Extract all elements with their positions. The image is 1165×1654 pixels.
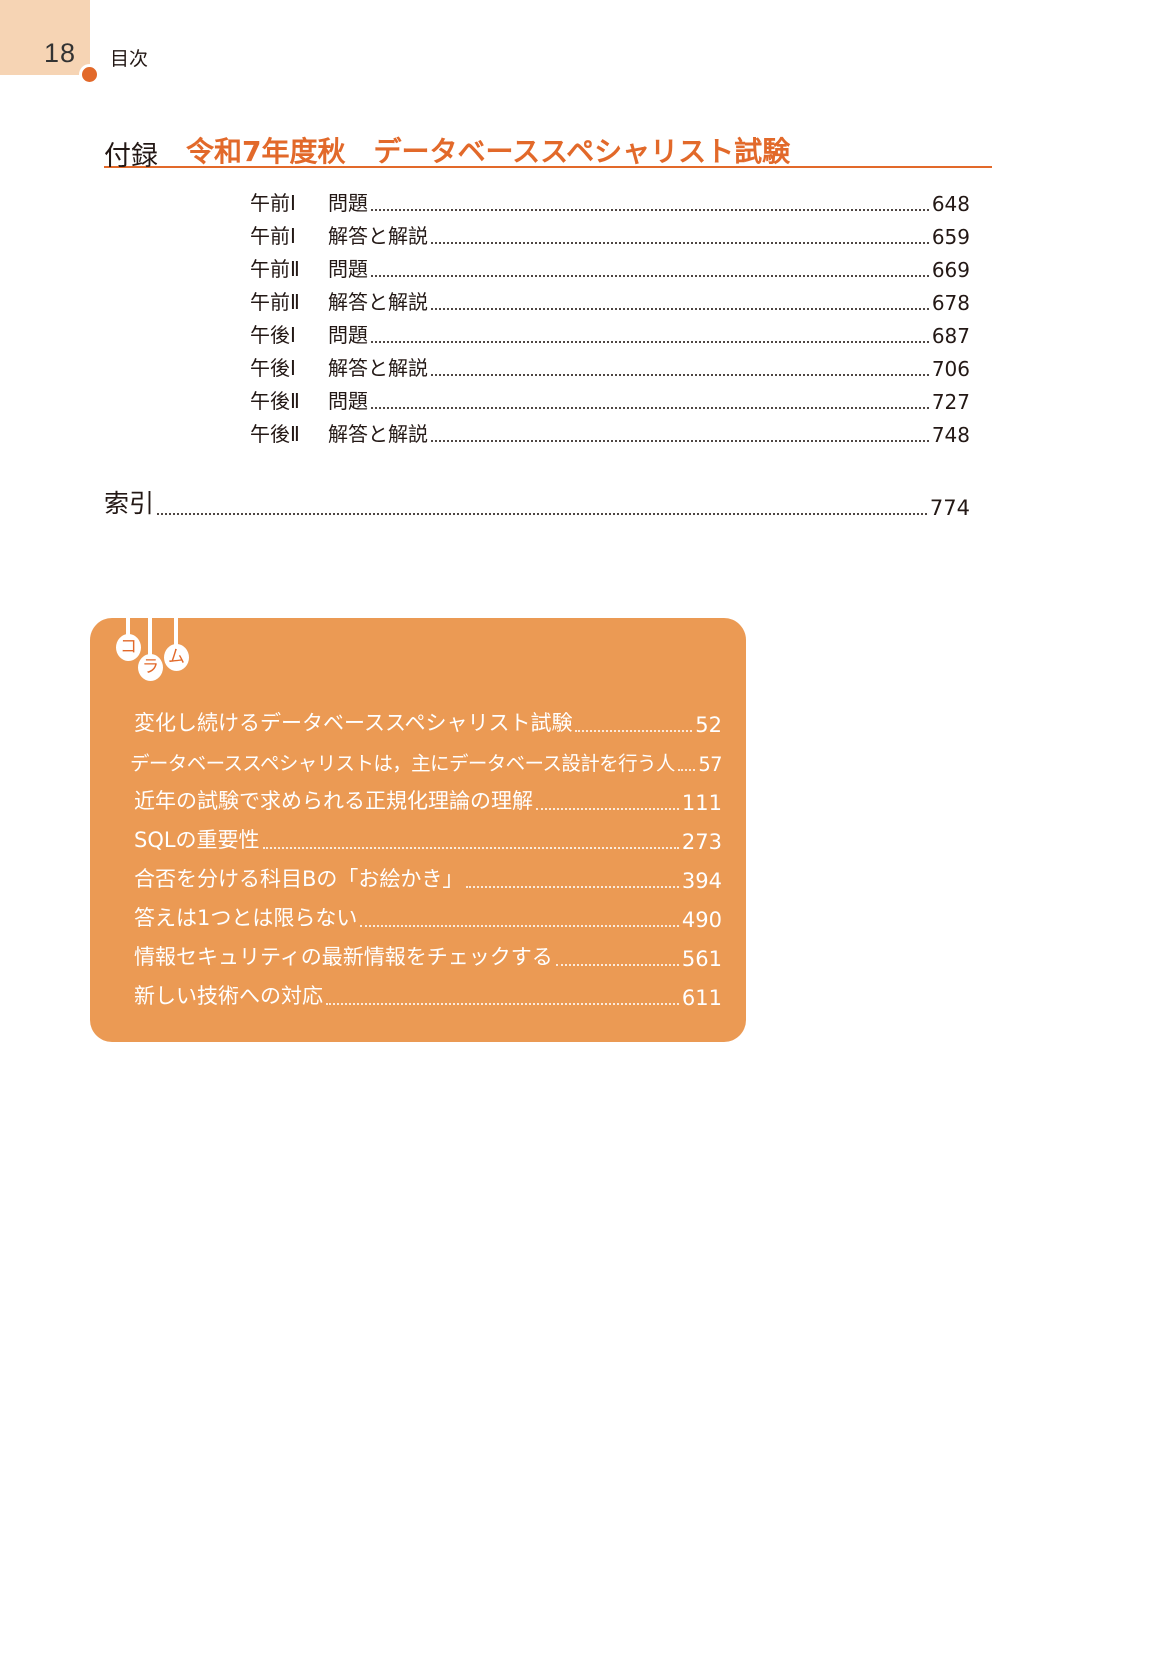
toc-entry[interactable]: 午後Ⅰ 解答と解説 706 xyxy=(250,355,970,381)
column-entry[interactable]: 変化し続けるデータベーススペシャリスト試験 52 xyxy=(134,709,722,737)
dot-leader xyxy=(431,242,929,244)
toc-page: 727 xyxy=(931,390,970,414)
column-title: 答えは1つとは限らない xyxy=(134,906,358,930)
column-title: 変化し続けるデータベーススペシャリスト試験 xyxy=(134,711,573,735)
toc-part: 午前Ⅱ xyxy=(250,290,300,314)
column-entry[interactable]: 合否を分ける科目Bの「お絵かき」 394 xyxy=(134,865,722,893)
toc-label: 問題 xyxy=(328,389,368,413)
index-label: 索引 xyxy=(104,489,155,518)
appendix-title: 令和7年度秋 データベーススペシャリスト試験 xyxy=(186,135,791,168)
toc-part: 午前Ⅰ xyxy=(250,224,296,248)
column-entry[interactable]: 答えは1つとは限らない 490 xyxy=(134,904,722,932)
column-page: 52 xyxy=(695,713,722,737)
toc-part: 午後Ⅰ xyxy=(250,323,296,347)
column-title: データベーススペシャリストは，主にデータベース設計を行う人 xyxy=(130,752,675,775)
dot-leader xyxy=(466,886,679,888)
toc-part: 午前Ⅰ xyxy=(250,191,296,215)
bullet-dot-icon xyxy=(82,67,97,82)
column-page: 561 xyxy=(681,947,722,971)
dot-leader xyxy=(371,407,929,409)
appendix-prefix: 付録 xyxy=(104,141,158,172)
column-entry[interactable]: 新しい技術への対応 611 xyxy=(134,982,722,1010)
dot-leader xyxy=(360,925,679,927)
section-label: 目次 xyxy=(110,48,149,70)
column-badge-char: コ xyxy=(116,634,141,661)
page-tab xyxy=(0,0,90,75)
column-entry[interactable]: 情報セキュリティの最新情報をチェックする 561 xyxy=(134,943,722,971)
string xyxy=(126,618,130,638)
index-entry[interactable]: 索引 774 xyxy=(104,488,970,520)
dot-leader xyxy=(555,964,679,966)
toc-label: 問題 xyxy=(328,323,368,347)
column-box: コ ラ ム 変化し続けるデータベーススペシャリスト試験 52 データベーススペシャリ… xyxy=(90,618,746,1042)
toc-label: 問題 xyxy=(328,191,368,215)
dot-leader xyxy=(326,1003,679,1005)
string xyxy=(174,618,178,646)
toc-entry[interactable]: 午前Ⅱ 解答と解説 678 xyxy=(250,289,970,315)
toc-part: 午後Ⅱ xyxy=(250,422,300,446)
toc-part: 午前Ⅱ xyxy=(250,257,300,281)
column-page: 57 xyxy=(698,753,722,776)
column-title: SQLの重要性 xyxy=(134,828,260,852)
toc-entry[interactable]: 午後Ⅰ 問題 687 xyxy=(250,322,970,348)
dot-leader xyxy=(536,808,679,810)
dot-leader xyxy=(431,308,929,310)
dot-leader xyxy=(262,847,679,849)
string xyxy=(148,618,152,656)
column-page: 611 xyxy=(681,986,722,1010)
toc-page: 669 xyxy=(931,258,970,282)
page-number: 18 xyxy=(44,38,77,68)
toc-entry[interactable]: 午前Ⅱ 問題 669 xyxy=(250,256,970,282)
column-page: 490 xyxy=(681,908,722,932)
dot-leader xyxy=(371,341,929,343)
dot-leader xyxy=(677,769,696,771)
toc-entry[interactable]: 午前Ⅰ 解答と解説 659 xyxy=(250,223,970,249)
column-title: 新しい技術への対応 xyxy=(134,984,323,1008)
column-badge-char: ム xyxy=(164,644,189,671)
dot-leader xyxy=(431,440,929,442)
column-entry[interactable]: SQLの重要性 273 xyxy=(134,826,722,854)
column-entry[interactable]: 近年の試験で求められる正規化理論の理解 111 xyxy=(134,787,722,815)
toc-page: 678 xyxy=(931,291,970,315)
column-page: 273 xyxy=(681,830,722,854)
appendix-heading: 付録 令和7年度秋 データベーススペシャリスト試験 xyxy=(104,130,992,172)
toc-page: 706 xyxy=(931,357,970,381)
column-title: 情報セキュリティの最新情報をチェックする xyxy=(134,945,553,969)
column-entry[interactable]: データベーススペシャリストは，主にデータベース設計を行う人 57 xyxy=(130,748,723,776)
toc-label: 解答と解説 xyxy=(328,290,428,314)
toc-page: 659 xyxy=(931,225,970,249)
dot-leader xyxy=(575,730,693,732)
column-page: 394 xyxy=(681,869,722,893)
dot-leader xyxy=(371,209,929,211)
dot-leader xyxy=(431,374,929,376)
toc-part: 午後Ⅰ xyxy=(250,356,296,380)
column-page: 111 xyxy=(681,791,722,815)
toc-label: 解答と解説 xyxy=(328,356,428,380)
dot-leader xyxy=(371,275,929,277)
toc-label: 解答と解説 xyxy=(328,224,428,248)
toc-page: 687 xyxy=(931,324,970,348)
toc-label: 問題 xyxy=(328,257,368,281)
index-page: 774 xyxy=(929,496,970,520)
column-badge-char: ラ xyxy=(138,654,163,681)
toc-entry[interactable]: 午後Ⅱ 問題 727 xyxy=(250,388,970,414)
dot-leader xyxy=(157,513,927,515)
column-title: 近年の試験で求められる正規化理論の理解 xyxy=(134,789,533,813)
toc-part: 午後Ⅱ xyxy=(250,389,300,413)
toc-page: 748 xyxy=(931,423,970,447)
column-title: 合否を分ける科目Bの「お絵かき」 xyxy=(134,867,464,891)
toc-label: 解答と解説 xyxy=(328,422,428,446)
toc-entry[interactable]: 午前Ⅰ 問題 648 xyxy=(250,190,970,216)
toc-page: 648 xyxy=(931,192,970,216)
toc-entry[interactable]: 午後Ⅱ 解答と解説 748 xyxy=(250,421,970,447)
